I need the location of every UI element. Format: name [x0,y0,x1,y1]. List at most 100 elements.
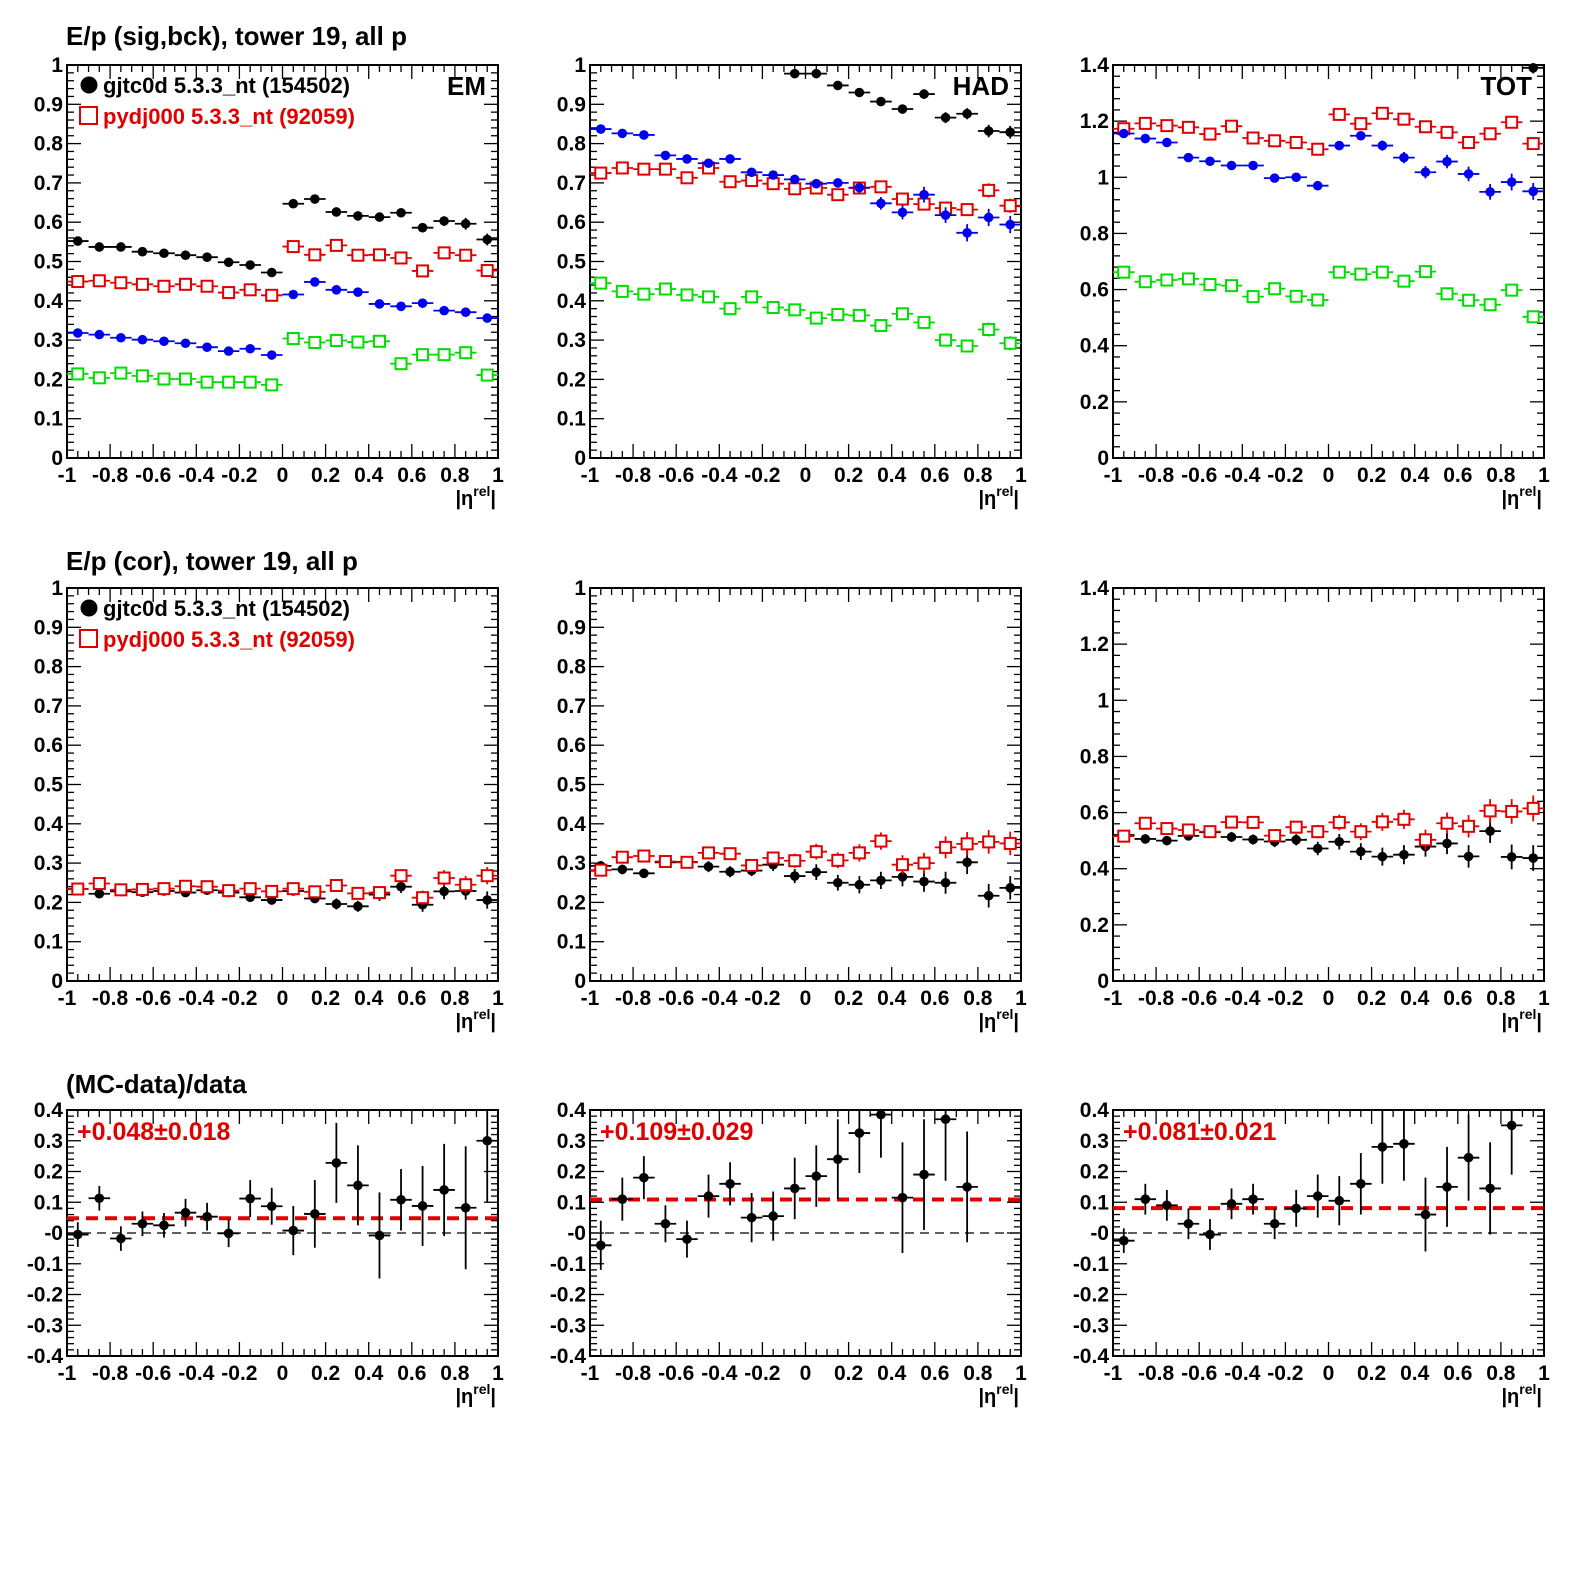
marker-open-square [1268,829,1282,843]
data-point-data [1457,845,1480,868]
data-point-sig [153,336,175,347]
x-axis-title-main: |η [455,488,473,510]
marker-dot [310,277,320,287]
marker-open-square [157,372,171,386]
x-tick-label: 0.4 [877,464,907,487]
marker-dot [660,1218,671,1229]
marker-dot [962,108,972,119]
y-tick-label: 0.4 [557,813,587,836]
marker-open-square [372,248,386,262]
marker-open-square [1332,815,1346,829]
marker-open-square [1462,135,1476,149]
chart-panel-4: -1 -0.8 -0.6 -0.4 -0.2 0 0.2 0.4 0.6 0.8 1|ηrel|00… [34,577,504,1033]
marker-open-square [416,348,430,362]
data-point-mc [1242,131,1264,145]
marker-dot [1248,834,1258,845]
marker-open-square [416,264,430,278]
data-point-bck [347,335,369,349]
x-tick-label: 1 [1538,987,1550,1010]
data-point-mc [891,855,914,875]
x-tick-label: 0.2 [311,464,340,487]
marker-dot [617,128,628,139]
legend-label-data: gjtc0d 5.3.3_nt (154502) [103,596,350,621]
y-tick-label: -0.3 [1073,1314,1109,1337]
x-tick-label: 0.4 [354,1362,384,1385]
marker-open-square [874,834,888,848]
marker-dot [1205,1229,1215,1240]
x-tick-label: -0.6 [658,1362,694,1385]
marker-open-square [459,346,473,360]
data-point-ratio [110,1226,132,1251]
marker-dot [266,350,277,360]
marker-open-square [480,368,494,382]
marker-dot [374,212,385,222]
data-point-bck [1414,265,1437,279]
y-tick-label: 0.2 [34,891,63,914]
marker-dot [1140,1194,1151,1204]
data-point-data [913,871,935,892]
marker-dot [223,257,234,268]
marker-dot [789,1183,800,1194]
marker-open-square [917,315,931,329]
marker-dot [1118,1235,1129,1246]
data-point-mc [1306,142,1329,156]
data-point-sig [1220,160,1243,171]
data-point-data [1479,819,1501,843]
marker-dot [789,871,800,881]
data-point-mc [1522,137,1544,151]
data-point-sig [1393,152,1415,164]
marker-open-square [723,302,737,316]
x-tick-label: -0.8 [615,1362,652,1385]
marker-open-square [286,882,300,896]
marker-dot [1291,835,1301,845]
data-point-data [196,252,218,262]
marker-dot [1291,172,1301,183]
data-point-data [633,868,655,879]
data-point-sig [433,305,455,316]
data-point-data [913,89,935,99]
marker-dot [833,80,843,91]
data-point-sig [282,289,305,300]
y-tick-label: -0.4 [27,1345,64,1368]
marker-dot [897,104,908,114]
y-tick-label: 0.8 [557,133,587,156]
marker-open-square [480,869,494,883]
data-point-sig [999,215,1021,234]
data-point-bck [977,322,1000,337]
data-point-bck [590,276,612,290]
x-axis-title-main: |η [1501,1386,1519,1408]
x-axis-title-superscript: rel [473,1006,490,1022]
y-tick-label: -0.3 [27,1314,63,1337]
data-point-data [282,198,305,209]
x-tick-label: 0 [1323,987,1335,1010]
x-tick-label: 0 [800,1362,812,1385]
marker-dot [1463,1152,1474,1163]
y-tick-label: 0.6 [557,211,586,234]
data-point-mc [1479,127,1501,141]
marker-dot [811,178,822,189]
y-tick-label: 0.3 [557,329,586,352]
marker-open-square [459,248,473,262]
marker-open-square [1526,310,1540,324]
marker-open-square [329,879,343,893]
y-tick-label: 1 [1097,689,1109,712]
marker-dot [854,1128,865,1138]
data-point-bck [153,372,175,386]
data-point-bck [454,346,477,360]
y-tick-label: 0.5 [557,774,587,797]
marker-dot [1356,846,1366,857]
data-point-data [174,250,197,261]
marker-dot [897,207,908,218]
y-tick-label: -0 [1090,1222,1109,1245]
row-title-ratio: (MC-data)/data [66,1069,247,1099]
x-axis-title-close: | [1536,1011,1542,1033]
data-point-sig [1414,166,1437,179]
data-point-ratio [433,1143,455,1237]
data-point-mc [1156,822,1178,836]
data-point-bck [1500,283,1523,297]
marker-dot [940,112,951,123]
legend-label-data: gjtc0d 5.3.3_nt (154502) [103,73,350,98]
marker-dot [202,252,212,262]
marker-open-square [1181,120,1195,134]
marker-open-square [1289,289,1303,303]
